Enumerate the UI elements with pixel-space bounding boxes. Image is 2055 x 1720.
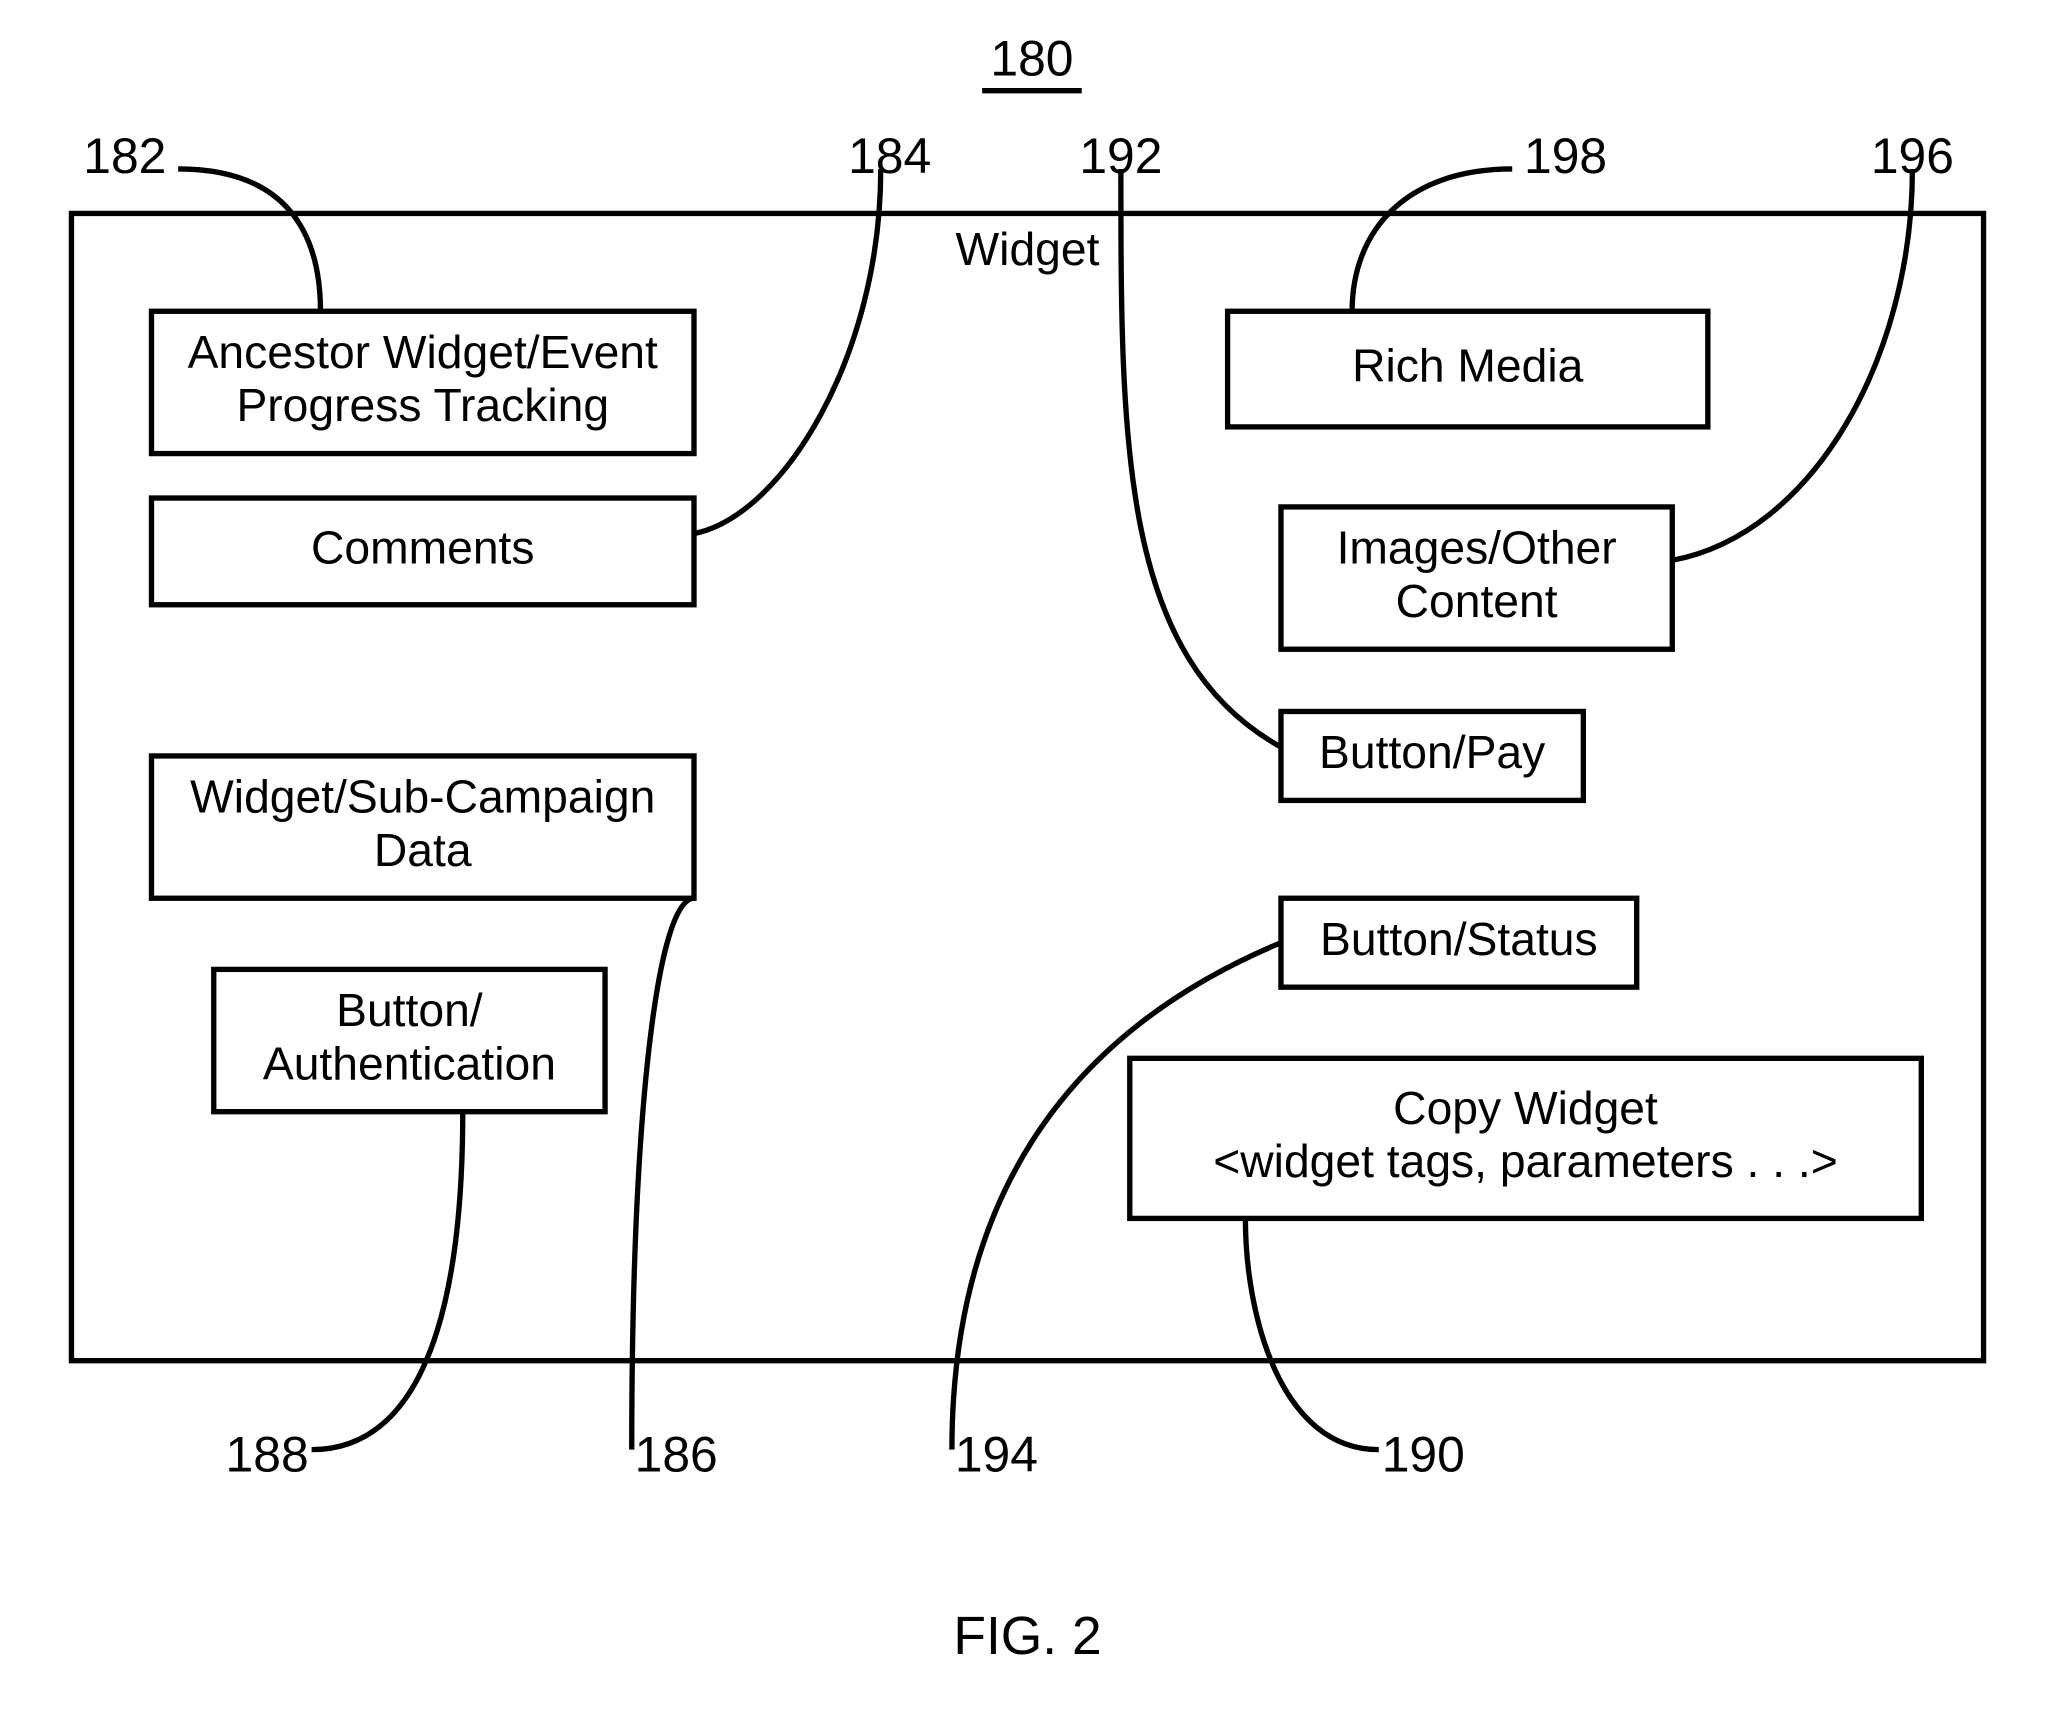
authentication-button-box-label-line-1: Authentication — [263, 1037, 556, 1089]
sub-campaign-data-box-label-line-1: Data — [374, 824, 472, 876]
rich-media-box-label: Rich Media — [1352, 339, 1584, 391]
status-button-box-label: Button/Status — [1320, 913, 1598, 965]
ref-190: 190 — [1382, 1427, 1465, 1483]
ref-192: 192 — [1079, 128, 1162, 184]
copy-widget-box-label-line-0: Copy Widget — [1393, 1082, 1658, 1134]
ancestor-tracking-box-label: Ancestor Widget/EventProgress Tracking — [188, 326, 658, 431]
images-content-box-label-line-1: Content — [1396, 575, 1558, 627]
ancestor-tracking-box-label-line-1: Progress Tracking — [236, 379, 609, 431]
authentication-button-box-label-line-0: Button/ — [336, 984, 483, 1036]
ref-198: 198 — [1524, 128, 1607, 184]
copy-widget-box-label-line-1: <widget tags, parameters . . .> — [1213, 1135, 1837, 1187]
ref-180: 180 — [990, 30, 1073, 86]
ref-186: 186 — [635, 1427, 718, 1483]
status-button-box-label-line-0: Button/Status — [1320, 913, 1598, 965]
pay-button-box-label: Button/Pay — [1319, 726, 1546, 778]
figure-caption: FIG. 2 — [953, 1607, 1101, 1666]
ref-188: 188 — [226, 1427, 309, 1483]
widget-container-label: Widget — [956, 223, 1100, 275]
sub-campaign-data-box-label-line-0: Widget/Sub-Campaign — [190, 771, 655, 823]
ref-194: 194 — [955, 1427, 1038, 1483]
ref-196: 196 — [1871, 128, 1954, 184]
pay-button-box-label-line-0: Button/Pay — [1319, 726, 1546, 778]
ref-182: 182 — [83, 128, 166, 184]
images-content-box-label-line-0: Images/Other — [1337, 522, 1617, 574]
comments-box-label-line-0: Comments — [311, 522, 535, 574]
rich-media-box-label-line-0: Rich Media — [1352, 339, 1584, 391]
ancestor-tracking-box-label-line-0: Ancestor Widget/Event — [188, 326, 658, 378]
comments-box-label: Comments — [311, 522, 535, 574]
ref-184: 184 — [848, 128, 931, 184]
